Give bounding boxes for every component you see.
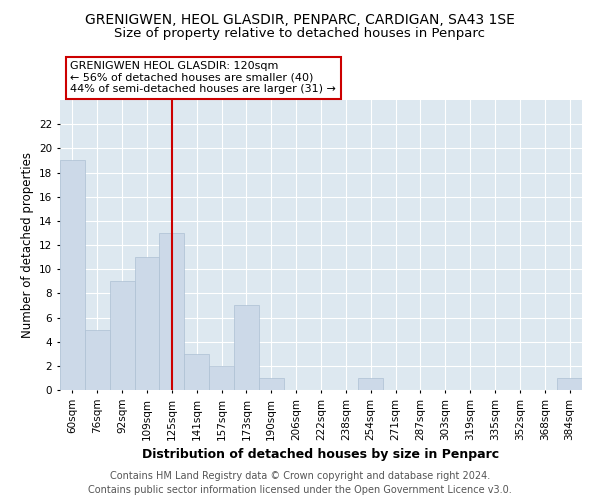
Y-axis label: Number of detached properties: Number of detached properties — [20, 152, 34, 338]
Text: GRENIGWEN, HEOL GLASDIR, PENPARC, CARDIGAN, SA43 1SE: GRENIGWEN, HEOL GLASDIR, PENPARC, CARDIG… — [85, 12, 515, 26]
Text: Size of property relative to detached houses in Penparc: Size of property relative to detached ho… — [115, 28, 485, 40]
Bar — [85, 330, 110, 390]
Bar — [160, 233, 184, 390]
Bar — [557, 378, 582, 390]
Bar — [234, 306, 259, 390]
Bar — [184, 354, 209, 390]
Bar — [358, 378, 383, 390]
Bar — [134, 257, 160, 390]
X-axis label: Distribution of detached houses by size in Penparc: Distribution of detached houses by size … — [142, 448, 500, 461]
Text: Contains HM Land Registry data © Crown copyright and database right 2024.
Contai: Contains HM Land Registry data © Crown c… — [88, 471, 512, 495]
Text: GRENIGWEN HEOL GLASDIR: 120sqm
← 56% of detached houses are smaller (40)
44% of : GRENIGWEN HEOL GLASDIR: 120sqm ← 56% of … — [70, 61, 337, 94]
Bar — [110, 281, 134, 390]
Bar — [259, 378, 284, 390]
Bar — [60, 160, 85, 390]
Bar — [209, 366, 234, 390]
